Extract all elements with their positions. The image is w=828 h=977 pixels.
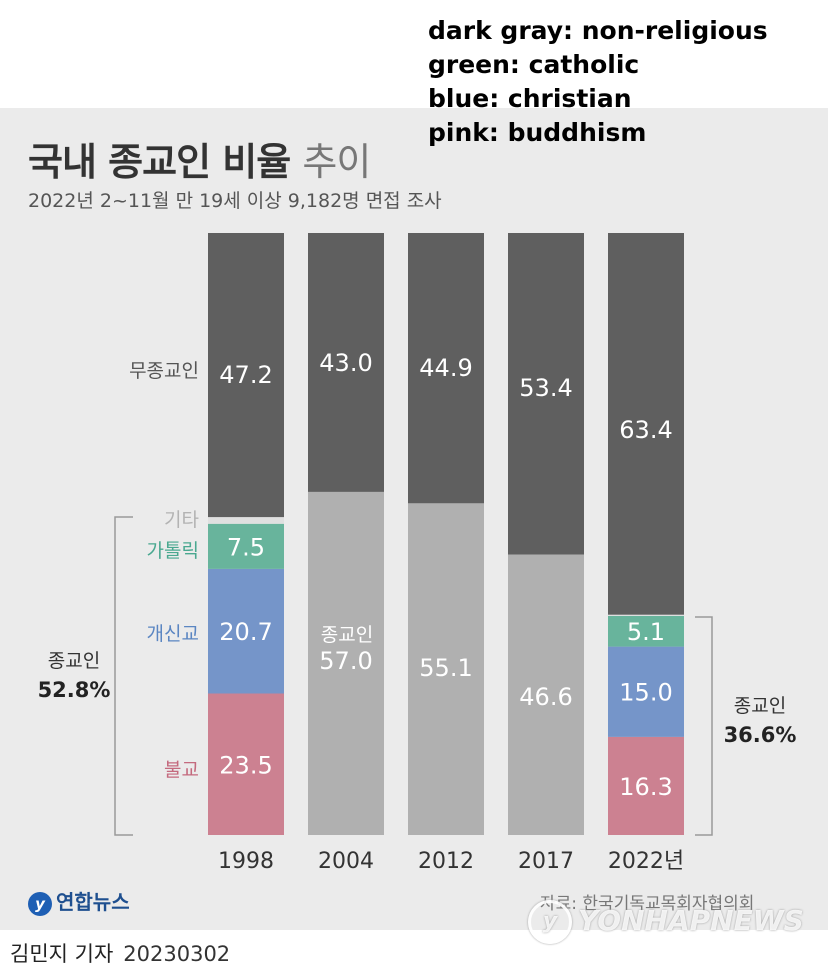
value-label-2022년-1: 15.0 bbox=[619, 679, 672, 707]
side-label-catholic: 가톨릭 bbox=[147, 540, 199, 562]
religious-total-left: 52.8% bbox=[38, 678, 111, 702]
value-label-2004-4: 57.0 bbox=[319, 647, 372, 675]
legend-note-line: green: catholic bbox=[428, 50, 640, 79]
bracket-right bbox=[695, 616, 713, 836]
bar-segment-2022년-3 bbox=[608, 614, 684, 616]
bar-segment-1998-5 bbox=[208, 233, 284, 518]
side-label-non-religious: 무종교인 bbox=[129, 360, 199, 382]
watermark-circle-icon: y bbox=[528, 900, 572, 944]
bar-segment-1998-2 bbox=[208, 523, 284, 569]
bar-segment-2017-4 bbox=[508, 554, 584, 835]
bars-group bbox=[208, 233, 684, 835]
x-tick-label-2004: 2004 bbox=[318, 849, 374, 874]
religious-label-left: 종교인 bbox=[48, 650, 100, 672]
side-label-other: 기타 bbox=[164, 509, 199, 531]
value-label-1998-0: 23.5 bbox=[219, 751, 272, 779]
value-label-2012-4: 55.1 bbox=[419, 654, 472, 682]
bottom-white-band bbox=[0, 930, 828, 977]
bar-segment-2004-4 bbox=[308, 491, 384, 835]
yonhap-logo-text: 연합뉴스 bbox=[56, 890, 130, 914]
bar-segment-2022년-1 bbox=[608, 646, 684, 737]
value-label-1998-5: 47.2 bbox=[219, 361, 272, 389]
value-label-2022년-0: 16.3 bbox=[619, 773, 672, 801]
value-label-1998-2: 7.5 bbox=[227, 533, 265, 561]
bar-segment-1998-0 bbox=[208, 693, 284, 835]
x-tick-label-2017: 2017 bbox=[518, 849, 574, 874]
byline: 김민지 기자 20230302 bbox=[10, 938, 230, 968]
legend-note-line: pink: buddhism bbox=[428, 118, 647, 147]
value-label-1998-1: 20.7 bbox=[219, 618, 272, 646]
chart-title-main: 국내 종교인 비율 bbox=[28, 140, 291, 184]
x-tick-label-2022년: 2022년 bbox=[608, 849, 684, 874]
x-tick-labels-group: 1998 2004 2012 2017 2022년 bbox=[218, 849, 684, 874]
bar-segment-2017-5 bbox=[508, 233, 584, 555]
value-label-2017-4: 46.6 bbox=[519, 683, 572, 711]
value-labels-group: 23.5 20.7 7.5 47.2 57.0 43.0 55.1 44.9 46.6 53.4 1… bbox=[219, 349, 672, 801]
chart-subtitle: 2022년 2~11월 만 19세 이상 9,182명 면접 조사 bbox=[28, 190, 442, 212]
legend-note-line: blue: christian bbox=[428, 84, 632, 113]
bar-segment-2012-5 bbox=[408, 233, 484, 504]
watermark-text: YONHAPNEWS bbox=[578, 904, 804, 937]
side-label-christian: 개신교 bbox=[147, 623, 199, 645]
reporter-name: 김민지 기자 bbox=[10, 942, 114, 966]
bar-segment-2022년-5 bbox=[608, 233, 684, 615]
byline-date: 20230302 bbox=[123, 942, 231, 966]
religious-inbar-label: 종교인 bbox=[321, 624, 373, 646]
value-label-2022년-2: 5.1 bbox=[627, 618, 665, 646]
religious-total-right: 36.6% bbox=[724, 723, 797, 747]
bar-segment-2012-4 bbox=[408, 503, 484, 835]
bar-segment-2004-5 bbox=[308, 233, 384, 492]
value-label-2017-5: 53.4 bbox=[519, 374, 572, 402]
value-label-2022년-5: 63.4 bbox=[619, 416, 672, 444]
side-label-buddhism: 불교 bbox=[164, 759, 199, 781]
value-label-2012-5: 44.9 bbox=[419, 354, 472, 382]
value-label-2004-5: 43.0 bbox=[319, 349, 372, 377]
bracket-left bbox=[114, 516, 133, 836]
bar-segment-2022년-0 bbox=[608, 736, 684, 835]
bar-segment-1998-3 bbox=[208, 517, 284, 524]
x-tick-label-2012: 2012 bbox=[418, 849, 474, 874]
bar-segment-2022년-2 bbox=[608, 615, 684, 647]
yonhap-logo: y 연합뉴스 bbox=[28, 886, 130, 916]
religious-label-right: 종교인 bbox=[734, 695, 786, 717]
x-tick-label-1998: 1998 bbox=[218, 849, 274, 874]
top-white-band bbox=[0, 0, 828, 108]
color-legend-note: dark gray: non-religious green: catholic… bbox=[428, 14, 768, 150]
yonhap-logo-icon: y bbox=[28, 891, 52, 916]
chart-title-light: 추이 bbox=[302, 140, 371, 184]
legend-note-line: dark gray: non-religious bbox=[428, 16, 768, 45]
yonhap-watermark: y YONHAPNEWS bbox=[528, 900, 804, 944]
bar-segment-1998-1 bbox=[208, 568, 284, 694]
source-note: 자료: 한국기독교목회자협의회 bbox=[540, 894, 755, 914]
chart-title: 국내 종교인 비율 추이 bbox=[28, 131, 371, 186]
